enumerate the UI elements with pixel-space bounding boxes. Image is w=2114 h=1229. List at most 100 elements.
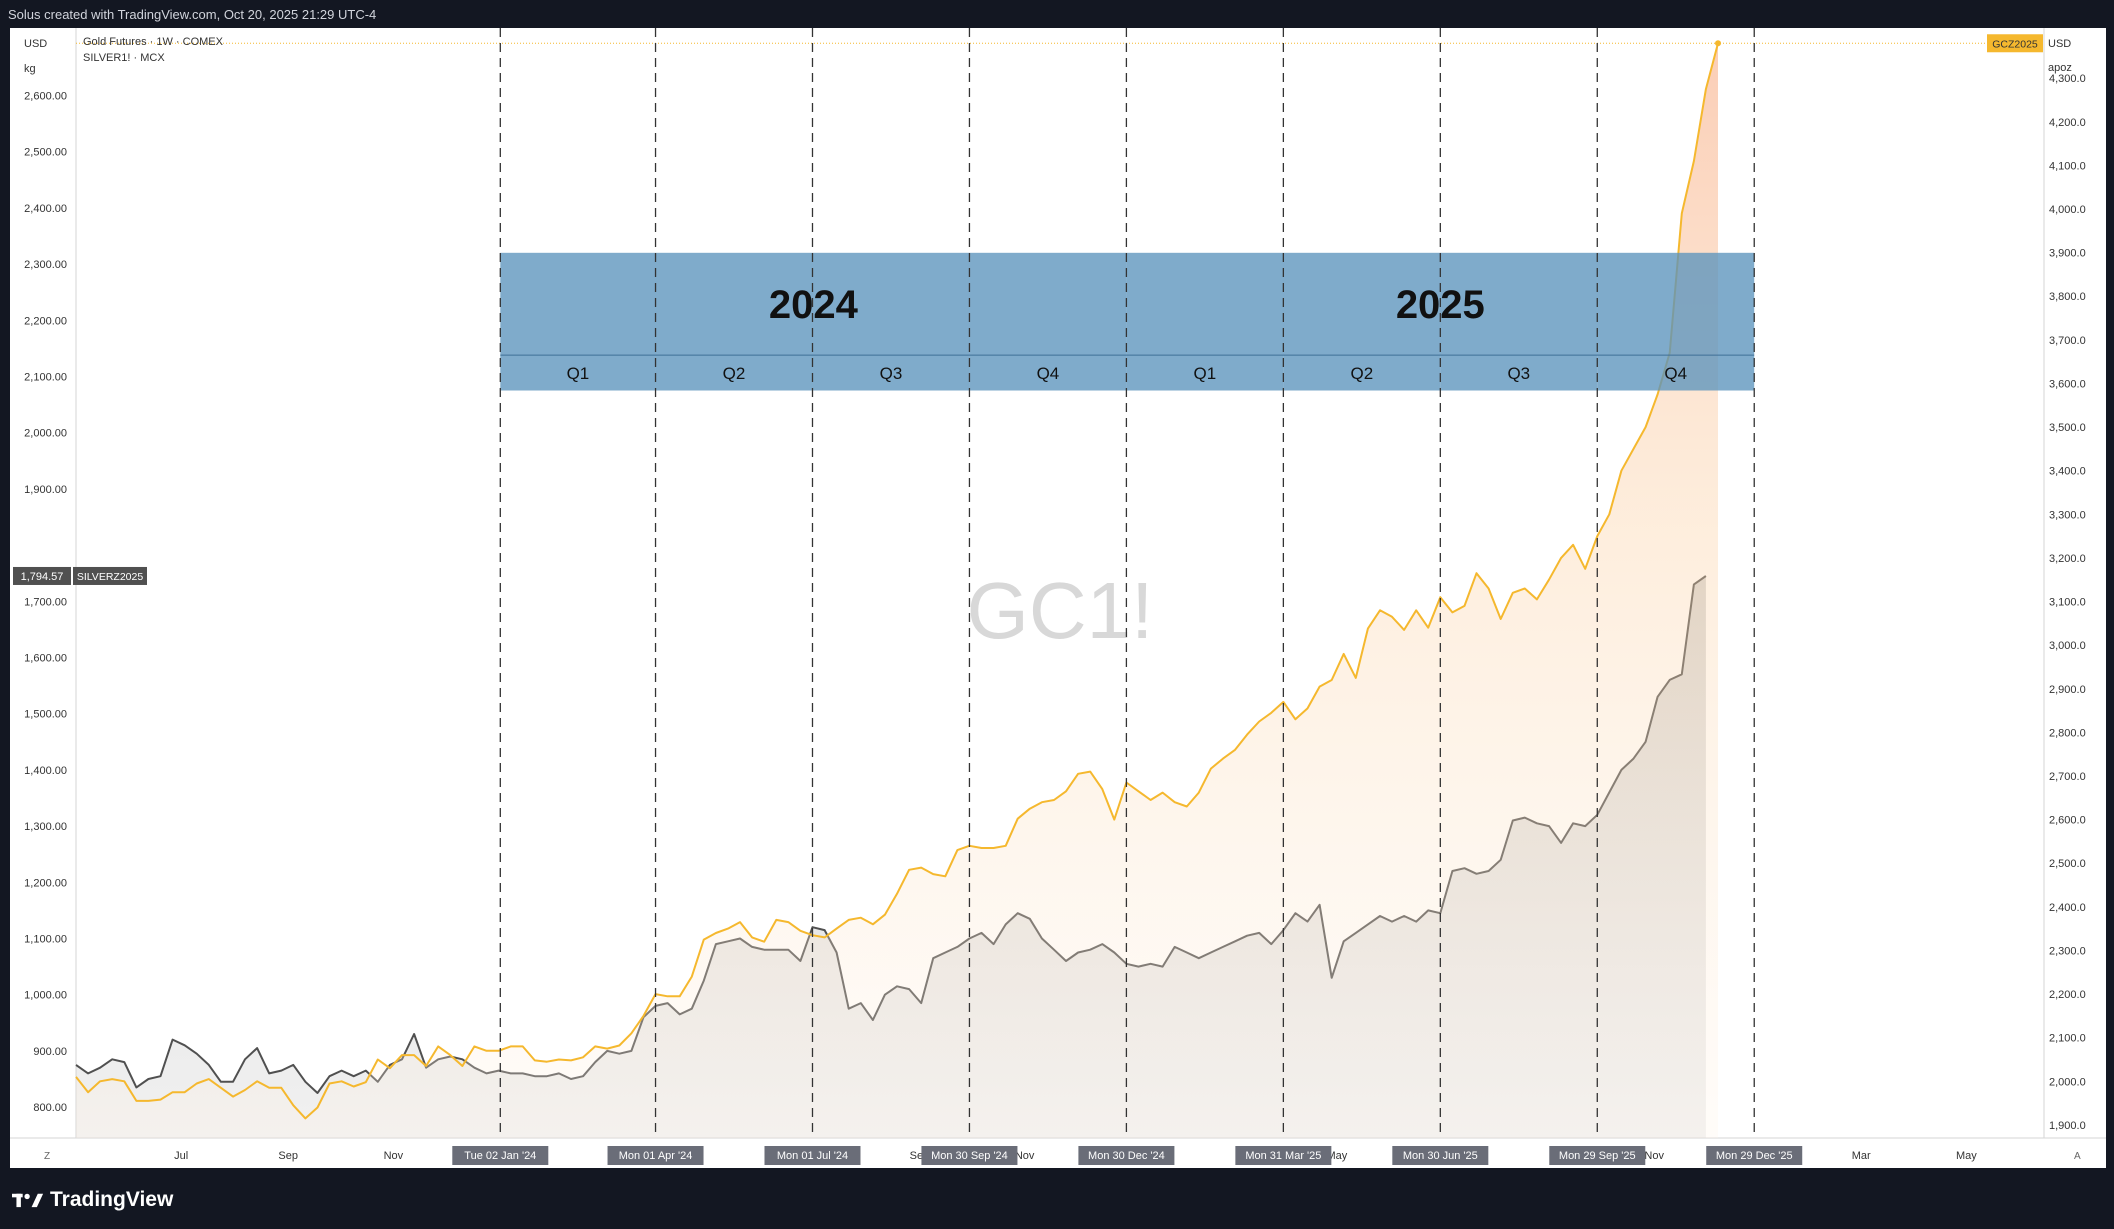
gold-last-point [1715, 40, 1722, 47]
quarter-label-3: Q4 [1037, 364, 1060, 383]
quarter-band-2 [812, 355, 970, 391]
right-tick-label: 3,100.0 [2049, 597, 2086, 609]
left-tick-label: 2,100.00 [24, 371, 67, 383]
quarter-label-1: Q2 [723, 364, 746, 383]
left-tick-label: 1,900.00 [24, 484, 67, 496]
quarter-label-5: Q2 [1350, 364, 1373, 383]
left-tick-label: 1,500.00 [24, 709, 67, 721]
left-axis-unit: kg [24, 63, 36, 75]
quarter-band-5 [1283, 355, 1441, 391]
chart-panel[interactable]: GC1! 2024 2025 Q1 Q2 Q3 Q4 Q1 Q2 Q3 Q4 800.00 900.… [10, 28, 2106, 1168]
right-tick-label: 2,100.0 [2049, 1033, 2086, 1045]
right-tick-label: 2,400.0 [2049, 902, 2086, 914]
left-tick-label: 1,700.00 [24, 596, 67, 608]
date-badge [1706, 1146, 1803, 1165]
right-axis-currency: USD [2048, 38, 2071, 50]
quarter-band-7 [1597, 355, 1755, 391]
time-tick-label: Nov [1644, 1150, 1664, 1162]
time-tick-label: Nov [384, 1150, 404, 1162]
right-tick-label: 3,600.0 [2049, 378, 2086, 390]
tradingview-logo-icon [12, 1193, 44, 1208]
top-caption-bar: Solus created with TradingView.com, Oct … [0, 0, 2114, 28]
date-badge [452, 1146, 549, 1165]
left-tick-label: 2,200.00 [24, 315, 67, 327]
auto-scale-button[interactable]: A [2074, 1151, 2081, 1162]
left-axis-currency: USD [24, 38, 47, 50]
date-badge-label: Mon 30 Sep '24 [931, 1150, 1008, 1162]
right-tick-label: 2,700.0 [2049, 771, 2086, 783]
time-tick-label: Jul [174, 1150, 188, 1162]
legend-silver: SILVER1! · MCX [83, 52, 165, 64]
year-label-2024: 2024 [769, 283, 859, 327]
left-tick-label: 1,100.00 [24, 933, 67, 945]
date-badge [1549, 1146, 1646, 1165]
series-area-gcz2025 [76, 43, 1718, 1138]
quarter-label-7: Q4 [1664, 364, 1687, 383]
time-tick-label: Sep [278, 1150, 298, 1162]
date-badge [1235, 1146, 1332, 1165]
year-band-2024 [500, 252, 1127, 356]
date-badge-label: Mon 31 Mar '25 [1245, 1150, 1321, 1162]
right-tick-label: 1,900.0 [2049, 1120, 2086, 1132]
right-tick-label: 4,200.0 [2049, 117, 2086, 129]
silver-value-badge [13, 566, 71, 585]
date-badge-label: Mon 29 Dec '25 [1716, 1150, 1793, 1162]
left-tick-label: 2,500.00 [24, 147, 67, 159]
right-tick-label: 3,900.0 [2049, 248, 2086, 260]
left-tick-label: 1,200.00 [24, 877, 67, 889]
right-tick-label: 3,500.0 [2049, 422, 2086, 434]
right-tick-label: 3,000.0 [2049, 640, 2086, 652]
time-tick-label: May [1956, 1150, 1977, 1162]
right-tick-label: 4,300.0 [2049, 73, 2086, 85]
left-tick-label: 2,600.00 [24, 90, 67, 102]
date-badge-label: Mon 01 Jul '24 [777, 1150, 848, 1162]
left-tick-label: 1,600.00 [24, 652, 67, 664]
quarter-label-0: Q1 [567, 364, 590, 383]
date-badge [1392, 1146, 1489, 1165]
time-tick-label: Nov [1015, 1150, 1035, 1162]
created-with-caption: Solus created with TradingView.com, Oct … [8, 7, 377, 22]
date-badge-label: Mon 29 Sep '25 [1559, 1150, 1636, 1162]
gold-name-text: GCZ2025 [1992, 38, 2038, 50]
tradingview-brand[interactable]: TradingView [12, 1188, 173, 1212]
symbol-watermark: GC1! [967, 566, 1154, 655]
date-badge [764, 1146, 861, 1165]
series-line-gcz2025[interactable] [75, 43, 1719, 1120]
left-tick-label: 900.00 [33, 1046, 67, 1058]
quarter-band-0 [500, 355, 656, 391]
zoom-reset-button[interactable]: Z [44, 1151, 50, 1162]
right-tick-label: 2,600.0 [2049, 815, 2086, 827]
right-tick-label: 2,000.0 [2049, 1076, 2086, 1088]
right-tick-label: 3,400.0 [2049, 466, 2086, 478]
left-tick-label: 2,300.00 [24, 259, 67, 271]
left-tick-label: 2,000.00 [24, 428, 67, 440]
left-tick-label: 2,400.00 [24, 203, 67, 215]
gold-name-badge [1987, 34, 2043, 53]
time-tick-label: May [1326, 1150, 1347, 1162]
right-tick-label: 4,000.0 [2049, 204, 2086, 216]
date-badge-label: Mon 30 Dec '24 [1088, 1150, 1165, 1162]
brand-name: TradingView [50, 1188, 174, 1211]
right-tick-label: 3,800.0 [2049, 291, 2086, 303]
quarter-label-4: Q1 [1194, 364, 1217, 383]
date-badge [1078, 1146, 1175, 1165]
time-tick-label: Mar [1852, 1150, 1871, 1162]
silver-value-text: 1,794.57 [21, 571, 64, 583]
date-badge-label: Mon 30 Jun '25 [1403, 1150, 1478, 1162]
quarter-band-4 [1126, 355, 1284, 391]
date-badge-label: Tue 02 Jan '24 [464, 1150, 536, 1162]
date-badge [607, 1146, 704, 1165]
date-badge-label: Mon 01 Apr '24 [619, 1150, 693, 1162]
quarter-band-1 [655, 355, 813, 391]
quarter-label-2: Q3 [880, 364, 903, 383]
right-tick-label: 2,300.0 [2049, 945, 2086, 957]
right-tick-label: 3,300.0 [2049, 509, 2086, 521]
right-tick-label: 2,900.0 [2049, 684, 2086, 696]
quarter-band-6 [1440, 355, 1598, 391]
right-tick-label: 2,500.0 [2049, 858, 2086, 870]
right-axis-unit: apoz [2048, 62, 2072, 74]
left-tick-label: 1,400.00 [24, 765, 67, 777]
right-tick-label: 3,700.0 [2049, 335, 2086, 347]
left-tick-label: 800.00 [33, 1102, 67, 1114]
